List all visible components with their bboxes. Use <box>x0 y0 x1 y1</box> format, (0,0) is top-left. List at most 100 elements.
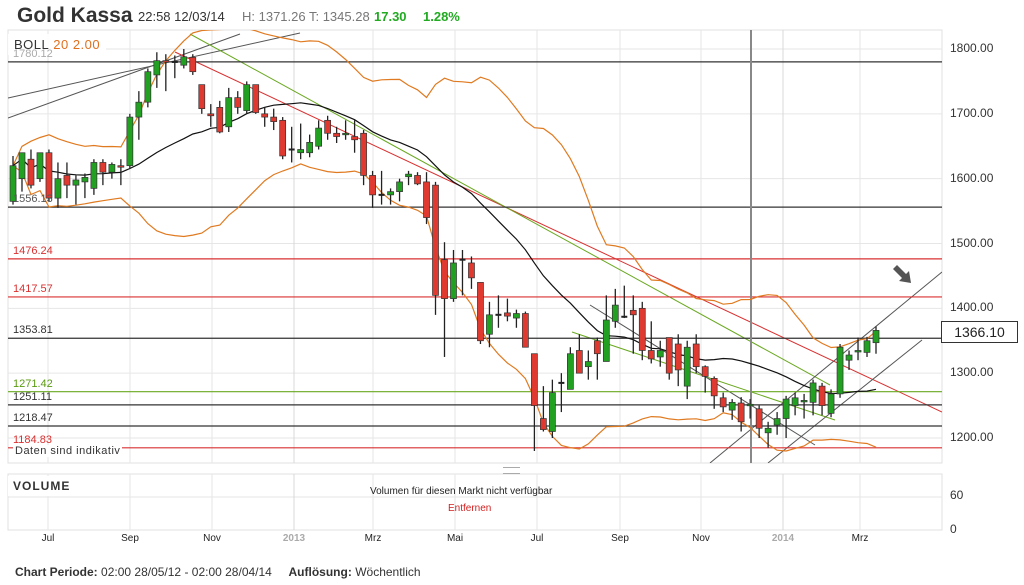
volume-axis-0: 0 <box>950 522 957 536</box>
candle <box>216 100 224 134</box>
candle <box>611 288 619 328</box>
candle <box>567 347 574 390</box>
level-label: 1780.12 <box>13 47 53 60</box>
candle <box>225 87 233 132</box>
candle <box>683 340 691 400</box>
remove-volume-link[interactable]: Entfernen <box>448 503 492 514</box>
candle <box>665 337 673 380</box>
candle <box>99 159 107 186</box>
candle <box>863 336 871 357</box>
period-label: Chart Periode: <box>15 565 98 579</box>
y-axis-label: 1400.00 <box>950 300 994 315</box>
candle <box>558 373 565 413</box>
candle <box>90 159 98 195</box>
y-axis-label: 1800.00 <box>950 41 994 55</box>
candle <box>477 282 484 344</box>
candle <box>809 379 817 416</box>
x-axis-label: Mrz <box>364 533 382 544</box>
x-axis-label: Nov <box>692 533 710 544</box>
level-label: 1184.83 <box>13 433 52 446</box>
candle <box>495 295 502 328</box>
chart-footer: Chart Periode: 02:00 28/05/12 - 02:00 28… <box>15 565 421 579</box>
candle <box>288 126 295 163</box>
instrument-title: Gold Kassa <box>17 4 133 27</box>
candle <box>72 175 80 205</box>
candle <box>584 350 592 380</box>
candle <box>135 91 143 140</box>
candle <box>18 152 26 192</box>
candle <box>297 123 305 160</box>
level-label: 1417.57 <box>13 282 53 295</box>
volume-unavailable-message: Volumen für diesen Markt nicht verfügbar <box>370 486 553 497</box>
x-axis-label: Sep <box>611 533 629 544</box>
candle <box>369 170 376 208</box>
quote-timestamp: 22:58 12/03/14 <box>138 9 225 24</box>
candle <box>441 242 448 357</box>
y-axis-label: 1300.00 <box>950 365 994 380</box>
level-label: 1476.24 <box>13 244 53 257</box>
candle <box>324 115 331 140</box>
x-axis-label: Mrz <box>851 533 869 544</box>
resolution-label: Auflösung: <box>288 565 352 579</box>
x-axis-label: Jul <box>530 533 544 544</box>
resolution-value: Wöchentlich <box>355 565 421 579</box>
candle <box>818 382 826 416</box>
candle <box>782 395 790 438</box>
candle <box>450 249 457 302</box>
candle <box>504 298 511 322</box>
candle <box>189 54 197 75</box>
candle <box>710 376 718 409</box>
candle <box>737 397 745 432</box>
candle <box>513 309 520 328</box>
candle <box>791 392 799 416</box>
candle <box>459 249 466 296</box>
candle <box>252 84 260 114</box>
level-label: 1271.42 <box>13 377 53 390</box>
period-value: 02:00 28/05/12 - 02:00 28/04/14 <box>101 565 272 579</box>
bollinger-indicator-label[interactable]: BOLL 20 2.00 <box>8 34 107 55</box>
candle <box>342 120 349 140</box>
x-axis-label: Mai <box>446 533 464 544</box>
high-low-values: H: 1371.26 T: 1345.28 <box>242 9 370 24</box>
candle <box>638 301 646 361</box>
candle <box>432 181 439 315</box>
candle <box>746 399 754 419</box>
candle <box>387 188 394 205</box>
candle <box>306 134 314 158</box>
candle <box>198 84 206 114</box>
candle <box>719 392 727 413</box>
last-price-marker: 1366.10 <box>941 321 1018 343</box>
candle <box>45 149 53 202</box>
candle <box>261 107 269 127</box>
candle <box>854 337 862 361</box>
candle <box>423 172 430 225</box>
candle <box>593 337 601 380</box>
level-label: 1251.11 <box>13 390 52 403</box>
candle <box>270 108 278 131</box>
candle <box>126 113 134 169</box>
disclaimer-text: Daten sind indikativ <box>13 445 123 457</box>
volume-panel-label: VOLUME <box>8 476 76 496</box>
candle <box>207 104 215 127</box>
indicator-params: 20 2.00 <box>53 37 101 52</box>
y-axis-label: 1200.00 <box>950 430 994 444</box>
candle <box>36 152 44 182</box>
candle <box>486 301 493 348</box>
candle <box>63 162 71 199</box>
level-label: 1218.47 <box>13 412 53 425</box>
panel-resize-handle[interactable] <box>503 467 520 474</box>
candle <box>549 379 556 438</box>
candle <box>701 365 709 393</box>
candle <box>755 405 763 438</box>
candle <box>674 334 682 387</box>
scroll-arrow-icon[interactable] <box>890 262 916 293</box>
candle <box>54 162 62 208</box>
candle <box>468 256 475 289</box>
candle <box>602 295 610 362</box>
candle <box>315 120 322 150</box>
candle <box>378 170 385 205</box>
candle <box>800 393 808 419</box>
candle <box>81 173 89 199</box>
candle <box>621 285 628 319</box>
